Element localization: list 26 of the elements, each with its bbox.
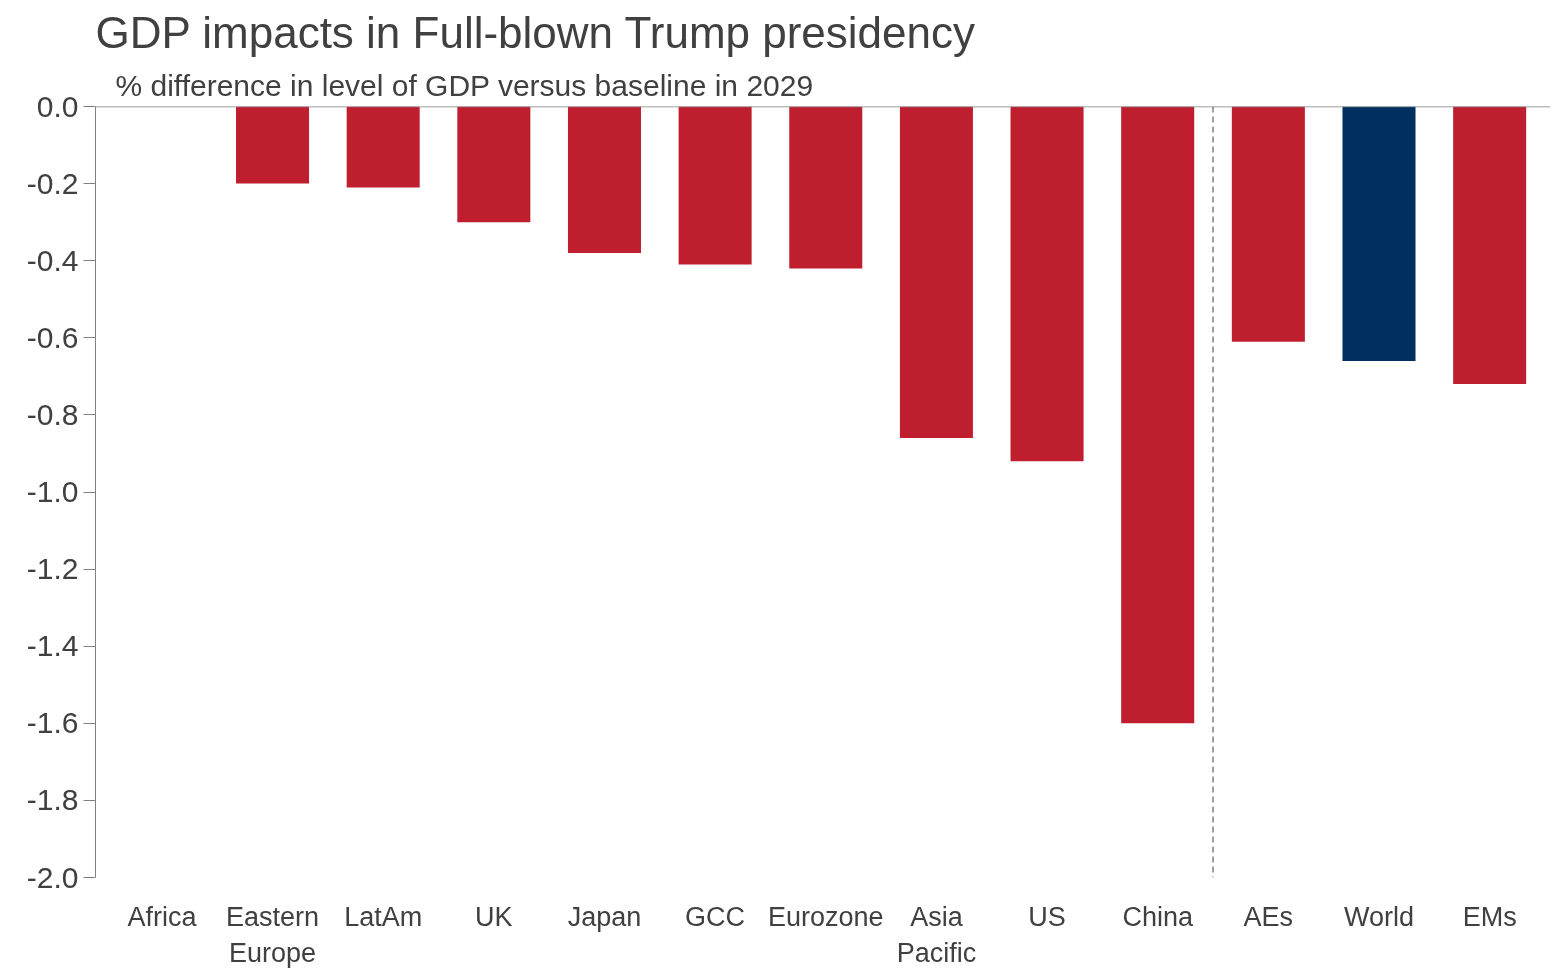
x-tick-label: China xyxy=(1122,901,1194,932)
x-tick-label: US xyxy=(1028,901,1066,932)
chart-title: GDP impacts in Full-blown Trump presidency xyxy=(95,7,976,57)
chart-subtitle: % difference in level of GDP versus baseline in 2029 xyxy=(115,68,814,102)
x-tick-label: AEs xyxy=(1243,901,1294,932)
x-tick-label: World xyxy=(1343,901,1415,932)
y-tick-label: -1.8 xyxy=(26,783,79,817)
y-tick-label: -0.4 xyxy=(26,243,79,277)
x-tick-label: Japan xyxy=(567,901,642,932)
y-tick-label: -1.0 xyxy=(26,475,79,508)
x-tick-label: UK xyxy=(475,901,513,932)
y-tick-label: -1.6 xyxy=(26,706,79,740)
y-tick-label: -0.8 xyxy=(26,397,79,431)
y-tick-label: 0.0 xyxy=(36,89,79,123)
x-tick-label: EMs xyxy=(1462,901,1517,932)
y-tick-label: -1.4 xyxy=(26,629,79,663)
x-tick-label: Asia Pacific xyxy=(896,901,977,968)
y-tick-label: -2.0 xyxy=(26,860,79,894)
x-tick-label: LatAm xyxy=(344,901,423,932)
x-tick-label: Eastern Europe xyxy=(226,901,320,968)
x-tick-label: Eurozone xyxy=(767,901,884,932)
x-tick-label: Africa xyxy=(127,901,198,932)
x-tick-label: GCC xyxy=(685,901,746,932)
y-tick-label: -0.6 xyxy=(26,320,79,354)
y-tick-label: -0.2 xyxy=(26,166,79,200)
y-tick-label: -1.2 xyxy=(26,552,79,586)
